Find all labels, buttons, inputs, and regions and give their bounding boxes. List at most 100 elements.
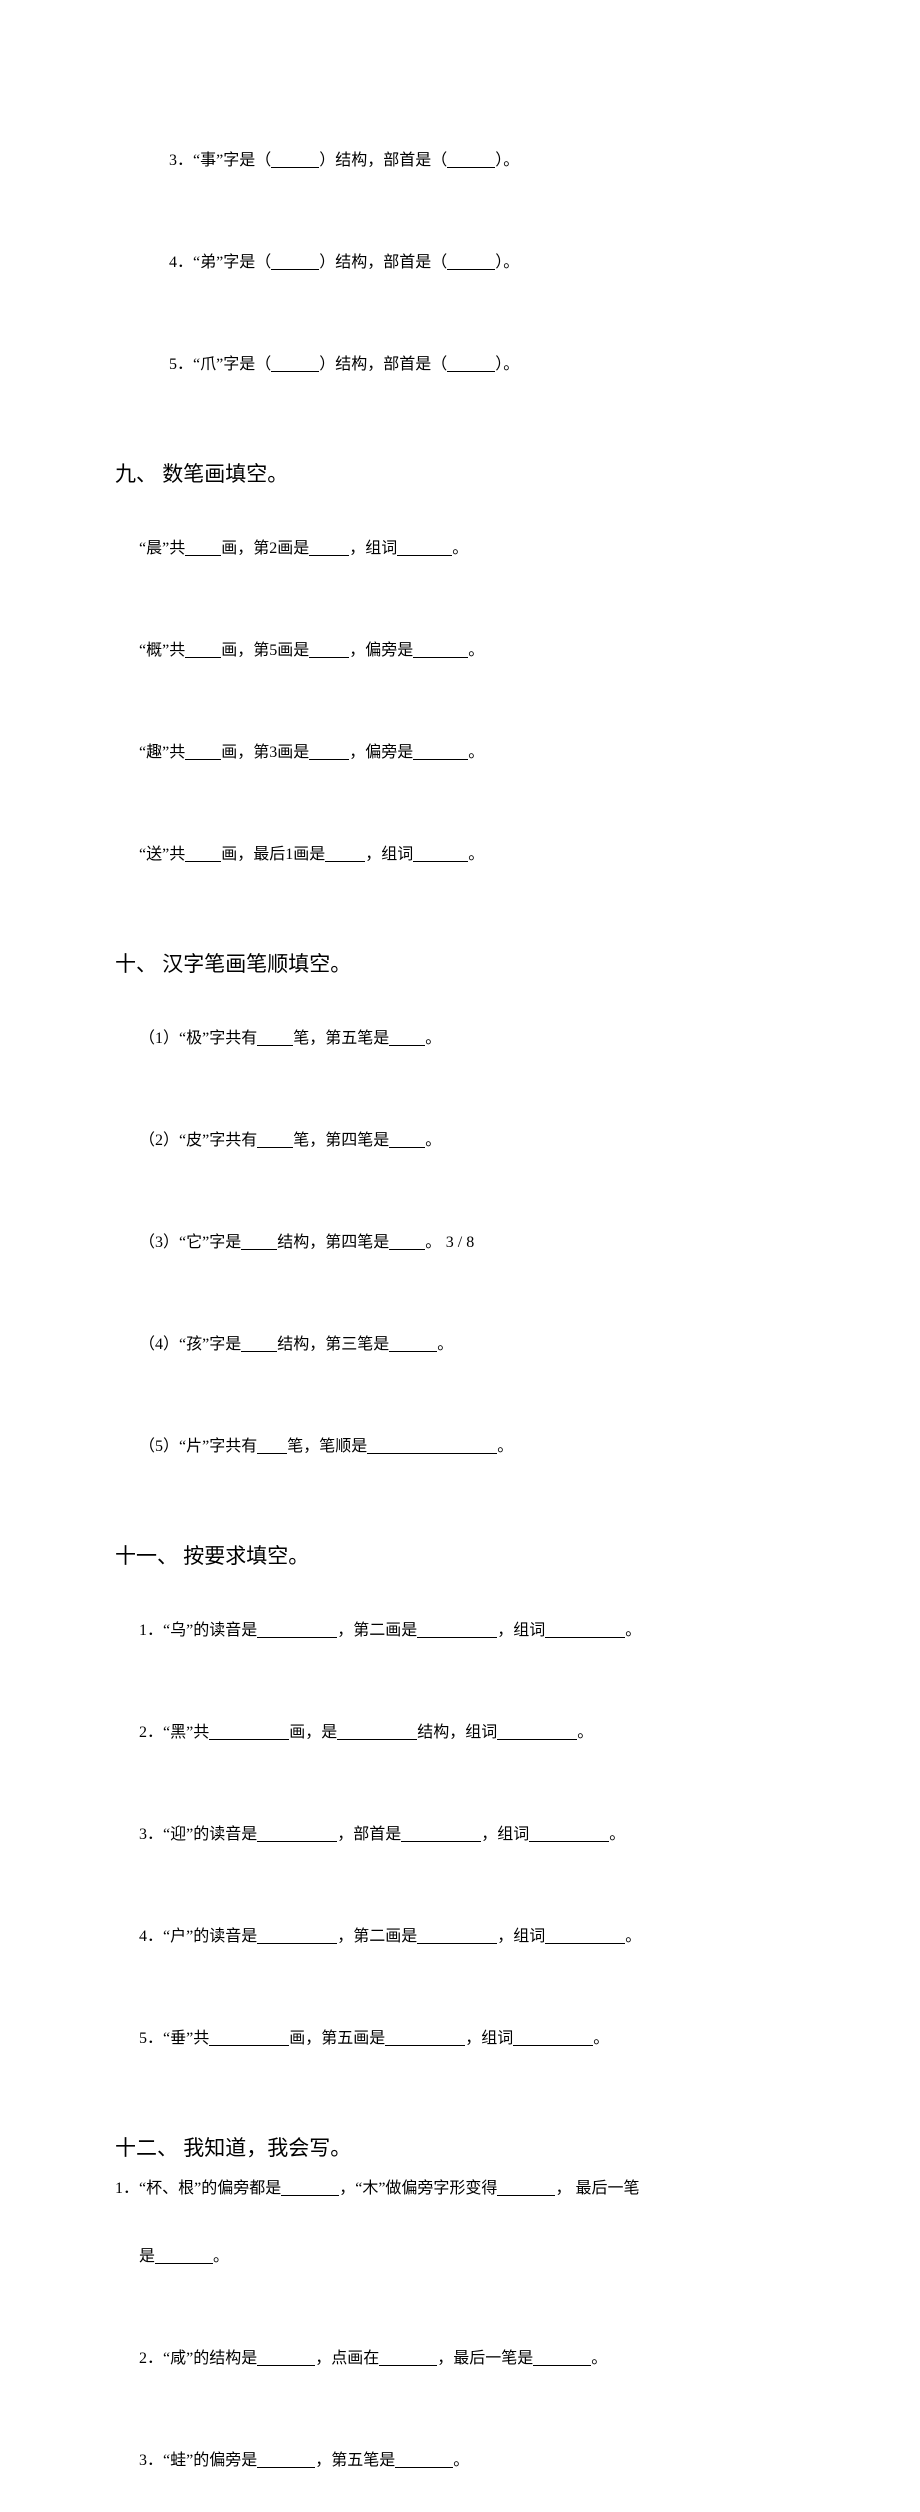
text: 。: [497, 1438, 513, 1455]
text: ，部首是: [337, 1826, 401, 1843]
blank: [185, 741, 221, 760]
text: 。: [593, 2030, 609, 2047]
blank: [447, 251, 495, 270]
text: 弟: [200, 254, 216, 271]
text: “送”共: [139, 846, 185, 863]
text: 画，第3画是: [221, 744, 309, 761]
text: 1．“杯、根”的偏旁都是: [115, 2180, 281, 2197]
text: 2．“咸”的结构是: [139, 2350, 257, 2367]
blank: [241, 1333, 277, 1352]
blank: [447, 149, 495, 168]
blank: [185, 639, 221, 658]
section-12-heading: 十二、 我知道，我会写。: [115, 2130, 805, 2166]
text: ，组词: [481, 1826, 529, 1843]
s10-line: （4）“孩”字是结构，第三笔是。: [115, 1294, 805, 1396]
text: 事: [200, 152, 216, 169]
blank: [257, 1435, 287, 1454]
text: 4．: [169, 254, 193, 271]
blank: [257, 1027, 293, 1046]
text: ，偏旁是: [349, 642, 413, 659]
text: 。: [468, 744, 484, 761]
blank: [533, 2347, 591, 2366]
text: ，最后一笔是: [437, 2350, 533, 2367]
blank: [545, 1925, 625, 1944]
text: ，组词: [465, 2030, 513, 2047]
blank: [257, 2347, 315, 2366]
section-9-body: “晨”共画，第2画是，组词。 “概”共画，第5画是，偏旁是。 “趣”共画，第3画…: [115, 498, 805, 906]
text: ，组词: [497, 1928, 545, 1945]
text: ，第二画是: [337, 1928, 417, 1945]
text: 5．“垂”共: [139, 2030, 209, 2047]
s8-item: 3．“事”字是（）结构，部首是（）。: [115, 110, 805, 212]
s11-line: 3．“迎”的读音是，部首是，组词。: [115, 1784, 805, 1886]
blank: [257, 1925, 337, 1944]
text: 爪: [200, 356, 216, 373]
section-10-heading: 十、 汉字笔画笔顺填空。: [115, 946, 805, 982]
section-9-heading: 九、 数笔画填空。: [115, 456, 805, 492]
blank: [257, 1823, 337, 1842]
text: 5．: [169, 356, 193, 373]
blank: [417, 1925, 497, 1944]
blank: [281, 2177, 339, 2196]
s11-line: 4．“户”的读音是，第二画是，组词。: [115, 1886, 805, 1988]
text: ”字是（: [216, 152, 271, 169]
blank: [401, 1823, 481, 1842]
text: 。: [437, 1336, 453, 1353]
blank: [413, 639, 468, 658]
blank: [389, 1027, 425, 1046]
page: 3．“事”字是（）结构，部首是（）。 4．“弟”字是（）结构，部首是（）。 5．…: [0, 0, 920, 1302]
text: 笔，笔顺是: [287, 1438, 367, 1455]
text: ）。: [495, 152, 519, 169]
blank: [397, 537, 452, 556]
blank: [545, 1619, 625, 1638]
blank: [513, 2027, 593, 2046]
blank: [389, 1333, 437, 1352]
text: 。: [453, 2452, 469, 2469]
blank: [271, 353, 319, 372]
text: 3．“迎”的读音是: [139, 1826, 257, 1843]
text: ，组词: [365, 846, 413, 863]
blank: [271, 251, 319, 270]
section-8-tail: 3．“事”字是（）结构，部首是（）。 4．“弟”字是（）结构，部首是（）。 5．…: [115, 110, 805, 416]
blank: [529, 1823, 609, 1842]
text: 结构，第三笔是: [277, 1336, 389, 1353]
blank: [155, 2245, 213, 2264]
text: 画，第2画是: [221, 540, 309, 557]
text: 画，第五画是: [289, 2030, 385, 2047]
text: 2．“黑”共: [139, 1724, 209, 1741]
s12-line-3: 3．“蛙”的偏旁是，第五笔是。: [115, 2410, 805, 2512]
text: 3．: [169, 152, 193, 169]
s8-item: 4．“弟”字是（）结构，部首是（）。: [115, 212, 805, 314]
text: ）。: [495, 254, 519, 271]
text: （5）“片”字共有: [139, 1438, 257, 1455]
text: ）结构，部首是（: [319, 152, 447, 169]
text: （2）“皮”字共有: [139, 1132, 257, 1149]
s9-line: “趣”共画，第3画是，偏旁是。: [115, 702, 805, 804]
blank: [417, 1619, 497, 1638]
s9-line: “送”共画，最后1画是，组词。: [115, 804, 805, 906]
text: ）结构，部首是（: [319, 254, 447, 271]
text: 。: [577, 1724, 593, 1741]
s8-item: 5．“爪”字是（）结构，部首是（）。: [115, 314, 805, 416]
text: 4．“户”的读音是: [139, 1928, 257, 1945]
blank: [185, 537, 221, 556]
text: “晨”共: [139, 540, 185, 557]
text: ”字是（: [216, 254, 271, 271]
text: ，点画在: [315, 2350, 379, 2367]
blank: [497, 2177, 555, 2196]
text: 。: [468, 846, 484, 863]
text: 3．“蛙”的偏旁是: [139, 2452, 257, 2469]
s9-line: “晨”共画，第2画是，组词。: [115, 498, 805, 600]
text: 结构，组词: [417, 1724, 497, 1741]
blank: [385, 2027, 465, 2046]
s9-line: “概”共画，第5画是，偏旁是。: [115, 600, 805, 702]
s10-line: （1）“极”字共有笔，第五笔是。: [115, 988, 805, 1090]
section-11-heading: 十一、 按要求填空。: [115, 1538, 805, 1574]
text: 。: [425, 1132, 441, 1149]
text: ”字是（: [216, 356, 271, 373]
text: 画，第5画是: [221, 642, 309, 659]
blank: [309, 639, 349, 658]
blank: [257, 1129, 293, 1148]
s12-line-1: 1．“杯、根”的偏旁都是，“木”做偏旁字形变得， 最后一笔: [115, 2172, 805, 2206]
text: 。: [591, 2350, 607, 2367]
